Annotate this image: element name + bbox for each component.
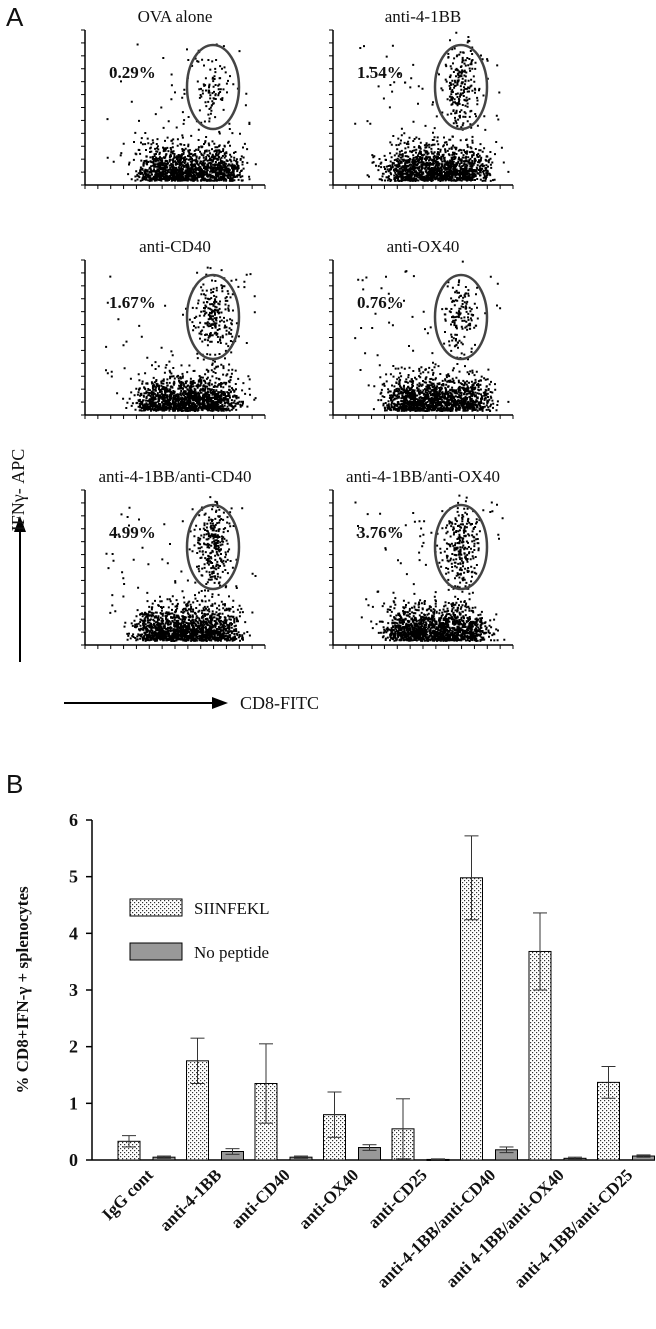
x-tick-label: IgG cont	[98, 1165, 157, 1224]
flow-plot-gate	[433, 503, 489, 591]
flow-plot: anti-4-1BB/anti-CD40 4.99%	[81, 467, 266, 649]
y-tick-label: 2	[69, 1037, 78, 1057]
flow-plot-title: OVA alone	[138, 7, 213, 26]
flow-plot-events	[105, 496, 257, 642]
panel-a: A OVA alone 0.29% anti-4-1BB 1.54% anti-CD40…	[6, 2, 514, 713]
x-tick-label: anti-CD40	[227, 1165, 294, 1232]
y-tick-label: 3	[69, 980, 78, 1000]
error-bar	[431, 1158, 445, 1161]
legend: SIINFEKL No peptide	[129, 898, 270, 962]
flow-plot-events	[105, 266, 257, 412]
flow-plot-percent: 3.76%	[357, 523, 404, 542]
x-axis-arrow	[64, 697, 228, 709]
y-tick-label: 6	[69, 810, 78, 830]
error-bar	[122, 1135, 136, 1148]
error-bar	[533, 912, 547, 991]
flow-plot: anti-4-1BB 1.54%	[329, 7, 514, 189]
legend-swatch-no-peptide	[129, 942, 183, 961]
flow-plot-gate	[185, 503, 241, 591]
legend-swatch-siinfekl	[129, 898, 183, 917]
error-bar	[157, 1155, 171, 1159]
flow-plot-events	[354, 31, 510, 183]
flow-plot: anti-4-1BB/anti-OX40 3.76%	[329, 467, 514, 649]
flow-plot-title: anti-OX40	[387, 237, 460, 256]
flow-plot-gate	[185, 273, 241, 361]
panel-b: B % CD8+IFN-γ + splenocytes 0 1 2 3 4 5 6 IgG …	[6, 769, 655, 1292]
x-tick-label: anti-4-1BB/anti-CD25	[510, 1165, 636, 1291]
error-bar	[636, 1154, 651, 1158]
error-bar	[499, 1146, 514, 1154]
flow-plot-percent: 0.29%	[109, 63, 156, 82]
y-axis-label: IFNγ- APC	[8, 449, 28, 531]
x-tick-label: anti-4-1BB	[156, 1165, 226, 1235]
flow-plot-gate	[185, 43, 241, 131]
flow-plot-gate	[433, 273, 489, 361]
x-tick-label: anti-OX40	[295, 1165, 363, 1233]
error-bar	[396, 1098, 410, 1160]
panel-b-label: B	[6, 769, 23, 799]
x-tick-label: anti-4-1BB/anti-CD40	[373, 1165, 499, 1291]
flow-plot-percent: 4.99%	[109, 523, 156, 542]
flow-plot-percent: 0.76%	[357, 293, 404, 312]
legend-label-no-peptide: No peptide	[194, 943, 269, 962]
flow-plot-title: anti-4-1BB	[385, 7, 462, 26]
x-tick-label: anti-CD25	[364, 1165, 431, 1232]
flow-plot-gate	[433, 43, 489, 131]
flow-plot-title: anti-CD40	[139, 237, 211, 256]
flow-plot-events	[354, 260, 510, 412]
flow-plot: OVA alone 0.29%	[81, 7, 266, 189]
flow-plot-title: anti-4-1BB/anti-CD40	[99, 467, 252, 486]
flow-plot-percent: 1.54%	[357, 63, 404, 82]
error-bar	[190, 1037, 205, 1084]
y-tick-label: 1	[69, 1093, 78, 1113]
flow-plot: anti-OX40 0.76%	[329, 237, 514, 419]
flow-plot-events	[106, 43, 257, 182]
y-axis-arrow	[14, 516, 26, 662]
error-bar	[259, 1043, 273, 1124]
panel-a-label: A	[6, 2, 24, 32]
flow-cytometry-plots: OVA alone 0.29% anti-4-1BB 1.54% anti-CD40 1.…	[81, 7, 514, 649]
bar-chart-y-label: % CD8+IFN-γ + splenocytes	[13, 886, 32, 1094]
y-tick-label: 5	[69, 867, 78, 887]
error-bar	[464, 835, 479, 921]
error-bar	[568, 1156, 582, 1160]
flow-plot: anti-CD40 1.67%	[81, 237, 266, 419]
flow-plot-events	[354, 494, 506, 642]
error-bar	[327, 1091, 342, 1138]
error-bar	[294, 1155, 308, 1159]
error-bar	[362, 1144, 377, 1151]
bar-chart-axes: 0 1 2 3 4 5 6	[69, 810, 655, 1170]
error-bar	[601, 1066, 616, 1099]
legend-label-siinfekl: SIINFEKL	[194, 899, 270, 918]
x-tick-label: anti 4-1BB/anti-OX40	[442, 1165, 568, 1291]
y-tick-label: 0	[69, 1150, 78, 1170]
flow-plot-percent: 1.67%	[109, 293, 156, 312]
error-bar	[225, 1148, 240, 1155]
flow-plot-title: anti-4-1BB/anti-OX40	[346, 467, 500, 486]
bar-chart-marks	[117, 835, 655, 1161]
y-tick-label: 4	[69, 923, 78, 943]
x-axis-label: CD8-FITC	[240, 693, 319, 713]
